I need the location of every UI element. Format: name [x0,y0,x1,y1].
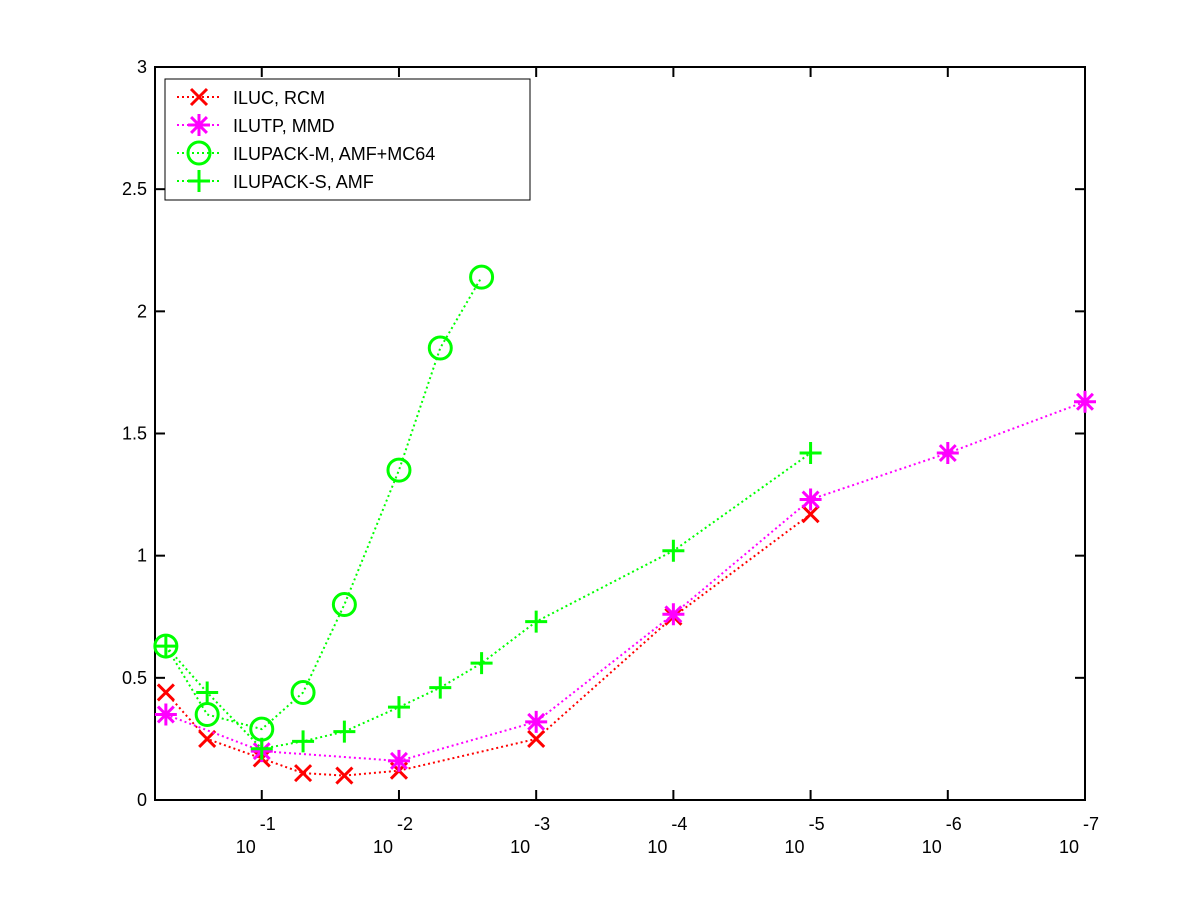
star-marker [799,488,822,511]
y-tick-label: 0 [137,790,147,810]
x-tick-label-base: 10 [510,837,530,857]
circle-marker [290,679,316,705]
plus-marker [799,442,822,465]
plus-marker [429,676,452,699]
series-ilupack-s-amf [154,442,822,760]
x-tick-label-exponent: -6 [946,814,962,834]
x-marker [156,683,175,702]
y-tick-label: 2 [137,301,147,321]
legend-entry: ILUTP, MMD [177,114,335,136]
legend: ILUC, RCM ILUTP, MMD ILUPACK-M, AMF+MC64 IL… [164,78,531,201]
star-marker [936,442,959,465]
y-tick-label: 0.5 [122,668,147,688]
x-tick-label-base: 10 [236,837,256,857]
x-tick-label-exponent: -7 [1083,814,1099,834]
plus-marker [292,730,315,753]
x-tick-label-base: 10 [647,837,667,857]
plus-marker [387,696,410,719]
circle-marker [186,140,212,166]
plot-area: 00.511.522.5310-110-210-310-410-510-610-… [122,57,1099,857]
plus-marker [196,681,219,704]
legend-label: ILUC, RCM [233,88,325,108]
x-marker [294,764,313,783]
legend-entry: ILUPACK-S, AMF [177,170,374,192]
x-tick-label-base: 10 [922,837,942,857]
x-marker [198,729,217,748]
star-marker [188,114,210,136]
y-tick-label: 1.5 [122,424,147,444]
x-tick-label-base: 10 [1059,837,1079,857]
legend-entry: ILUC, RCM [177,87,325,108]
legend-entry: ILUPACK-M, AMF+MC64 [177,140,435,166]
x-tick-label-exponent: -4 [671,814,687,834]
plus-marker [470,652,493,675]
plus-marker [250,737,273,760]
plus-marker [188,170,210,192]
star-marker [154,703,177,726]
x-marker [189,87,209,107]
plus-marker [154,635,177,658]
legend-label: ILUPACK-M, AMF+MC64 [233,144,435,164]
y-tick-label: 1 [137,546,147,566]
plus-marker [333,720,356,743]
star-marker [1074,390,1096,413]
legend-label: ILUPACK-S, AMF [233,172,374,192]
x-tick-label-exponent: -5 [809,814,825,834]
star-marker [387,749,410,772]
legend-box [164,78,531,201]
x-tick-label-exponent: -2 [397,814,413,834]
circle-marker [427,335,453,361]
y-tick-label: 3 [137,57,147,77]
x-marker [527,729,546,748]
x-tick-label-base: 10 [373,837,393,857]
y-tick-label: 2.5 [122,179,147,199]
legend-label: ILUTP, MMD [233,116,335,136]
circle-marker [469,264,495,290]
plus-marker [662,539,685,562]
circle-marker [386,457,412,483]
x-tick-label-exponent: -3 [534,814,550,834]
circle-marker [331,592,357,618]
x-marker [335,766,354,785]
star-marker [662,603,685,626]
x-marker [801,505,820,524]
series-line [165,400,1086,762]
star-marker [525,710,548,733]
x-tick-label-exponent: -1 [260,814,276,834]
series-line [165,276,483,731]
plus-marker [525,610,548,633]
x-tick-label-base: 10 [785,837,805,857]
